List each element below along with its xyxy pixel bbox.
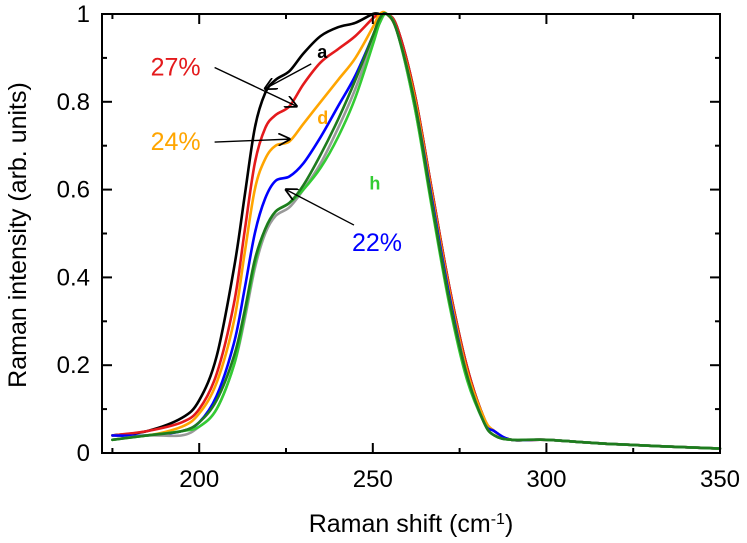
annotation-label-3: a [317,42,328,62]
annotation-arrow-1 [214,139,290,142]
y-tick-label: 0.8 [57,89,90,116]
annotation-arrow-3 [265,63,312,89]
x-tick-label: 250 [353,466,393,493]
annotation-label-4: d [317,108,328,128]
annotation-label-2: 22% [352,229,402,257]
annotation-arrow-2 [286,190,355,226]
annotation-layer: 27% 24% 22% a d h [151,42,402,257]
tick-layer: 200 250 300 350 0 0.2 0.4 0.6 0.8 1 [57,1,740,493]
series-line-4 [111,12,722,450]
series-line-2 [111,10,722,450]
series-line-6 [111,11,722,450]
series-line-5 [111,12,722,450]
annotation-arrow-0 [214,66,297,106]
annotation-label-0: 27% [151,53,201,81]
series-line-0 [111,11,722,450]
y-tick-label: 0 [77,440,90,467]
series-line-3 [111,11,722,450]
series-line-1 [111,11,722,450]
annotation-label-1: 24% [151,128,201,156]
x-tick-label: 350 [700,466,740,493]
x-tick-label: 300 [526,466,566,493]
series-layer [111,10,722,450]
y-tick-label: 1 [77,1,90,28]
x-axis-title: Raman shift (cm-1) [309,510,514,538]
y-tick-label: 0.4 [57,264,90,291]
annotation-label-5: h [369,174,380,194]
y-tick-label: 0.6 [57,177,90,204]
y-tick-label: 0.2 [57,352,90,379]
x-tick-label: 200 [179,466,219,493]
y-axis-title: Raman intensity (arb. units) [4,82,32,388]
